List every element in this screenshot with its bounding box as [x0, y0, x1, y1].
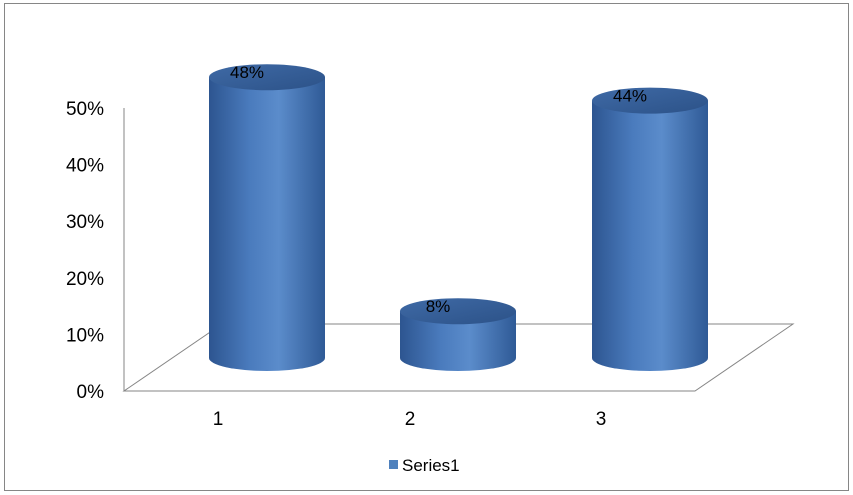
- floor: [122, 323, 795, 392]
- y-tick-label: 30%: [66, 212, 104, 233]
- y-tick-label: 50%: [66, 99, 104, 120]
- bar-top: [592, 87, 708, 114]
- data-label: 44%: [613, 87, 647, 106]
- bar-body: [400, 311, 516, 371]
- data-label: 8%: [426, 297, 451, 316]
- data-label: 48%: [230, 63, 264, 82]
- bar-top: [400, 298, 516, 325]
- y-axis: 0% 10% 20% 30% 40% 50%: [66, 99, 104, 403]
- bar-top: [209, 64, 325, 91]
- y-tick-label: 20%: [66, 269, 104, 290]
- legend: Series1: [389, 456, 460, 475]
- x-tick-label: 1: [213, 409, 224, 430]
- x-tick-label: 2: [405, 409, 416, 430]
- bar-body: [592, 100, 708, 371]
- x-axis: 1 2 3: [213, 409, 607, 430]
- plot-frame: [122, 108, 795, 392]
- y-tick-label: 40%: [66, 156, 104, 177]
- bars: [209, 64, 708, 371]
- legend-label: Series1: [402, 456, 460, 475]
- bar: [400, 298, 516, 371]
- chart-area: [4, 3, 849, 491]
- x-tick-label: 3: [596, 409, 607, 430]
- bar-body: [209, 77, 325, 371]
- bar: [209, 64, 325, 371]
- bar: [592, 87, 708, 371]
- y-tick-label: 0%: [77, 382, 105, 403]
- y-tick-label: 10%: [66, 325, 104, 346]
- legend-swatch: [389, 460, 398, 469]
- data-labels: 48% 8% 44%: [230, 63, 647, 316]
